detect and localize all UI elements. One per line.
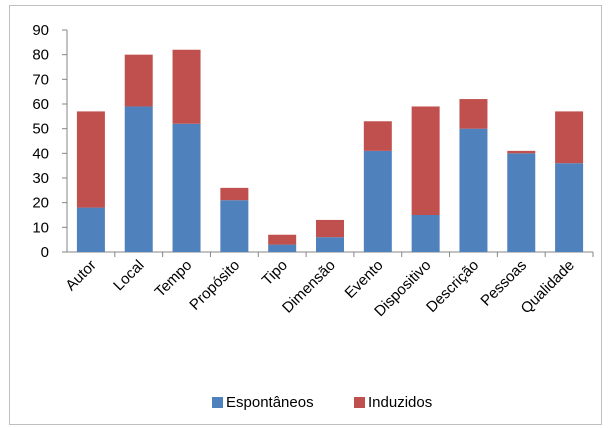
bar-espontaneos (268, 244, 297, 252)
x-tick-label: Local (110, 257, 147, 294)
bar-induzidos (555, 111, 584, 164)
bar-induzidos (76, 111, 105, 208)
legend-label: Espontâneos (226, 394, 314, 411)
legend-swatch (212, 397, 223, 408)
bar-espontaneos (507, 153, 536, 252)
x-tick-label: Descrição (423, 257, 482, 316)
x-tick-label: Autor (62, 257, 99, 294)
bar-espontaneos (555, 163, 584, 252)
bar-espontaneos (220, 200, 249, 252)
y-tick-label: 70 (32, 71, 49, 88)
y-tick-label: 50 (32, 121, 49, 138)
bar-induzidos (268, 234, 297, 245)
bar-espontaneos (363, 150, 392, 252)
bar-espontaneos (76, 207, 105, 252)
x-tick-label: Tipo (259, 257, 291, 289)
bar-espontaneos (411, 215, 440, 252)
bar-induzidos (172, 49, 201, 124)
bar-induzidos (316, 219, 344, 238)
bar-induzidos (124, 54, 153, 107)
x-tick-label: Evento (342, 257, 387, 302)
bar-induzidos (220, 187, 249, 201)
legend-swatch (354, 397, 365, 408)
y-tick-label: 20 (32, 195, 49, 212)
y-tick-label: 80 (32, 47, 49, 64)
y-tick-label: 10 (32, 219, 49, 236)
bar-espontaneos (124, 106, 153, 252)
bar-induzidos (363, 121, 392, 151)
y-tick-label: 90 (32, 22, 49, 39)
y-tick-label: 0 (41, 244, 49, 261)
x-tick-label: Dimensão (279, 257, 339, 317)
x-tick-label: Tempo (152, 257, 196, 301)
bar-induzidos (411, 106, 440, 215)
bar-espontaneos (459, 128, 488, 252)
y-tick-label: 60 (32, 96, 49, 113)
bar-espontaneos (172, 123, 201, 252)
chart-frame (9, 5, 602, 425)
bar-induzidos (459, 99, 488, 129)
bar-espontaneos (316, 237, 344, 252)
legend-label: Induzidos (368, 394, 432, 411)
y-tick-label: 30 (32, 170, 49, 187)
x-tick-label: Propósito (186, 257, 243, 314)
y-tick-label: 40 (32, 145, 49, 162)
bar-induzidos (507, 150, 536, 154)
